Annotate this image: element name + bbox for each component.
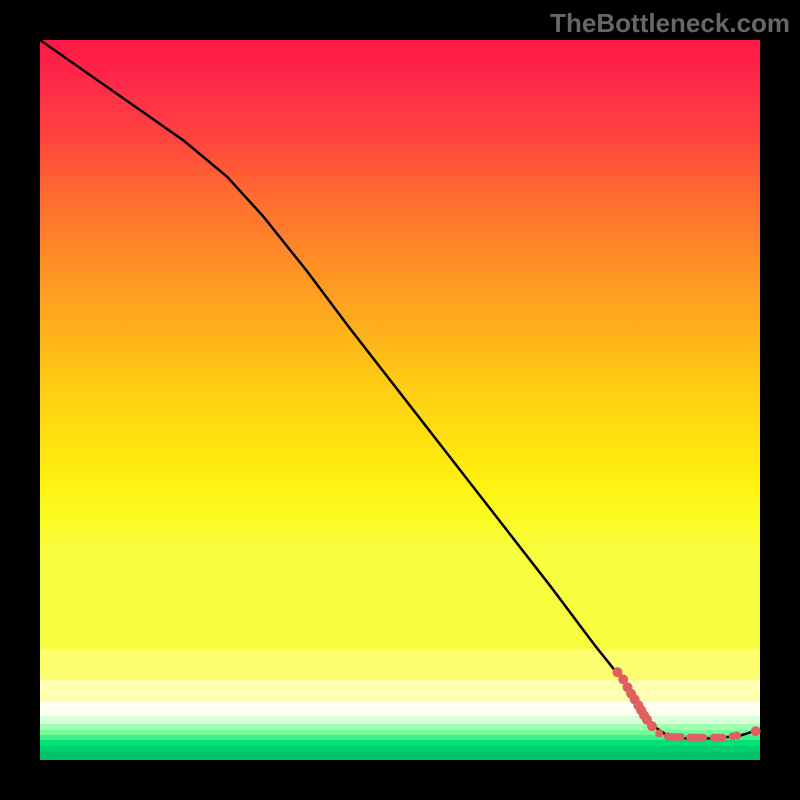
curve-marker-10 [655,729,663,737]
curve-marker-14 [677,733,685,741]
curve-marker-24 [751,726,761,736]
watermark-text: TheBottleneck.com [550,8,790,39]
curve-layer [40,40,760,760]
curve-marker-9 [647,721,657,731]
chart-root: TheBottleneck.com [0,0,800,800]
curve-marker-21 [719,734,727,742]
bottleneck-curve [40,40,754,738]
curve-marker-18 [699,734,707,742]
curve-marker-23 [733,732,741,740]
